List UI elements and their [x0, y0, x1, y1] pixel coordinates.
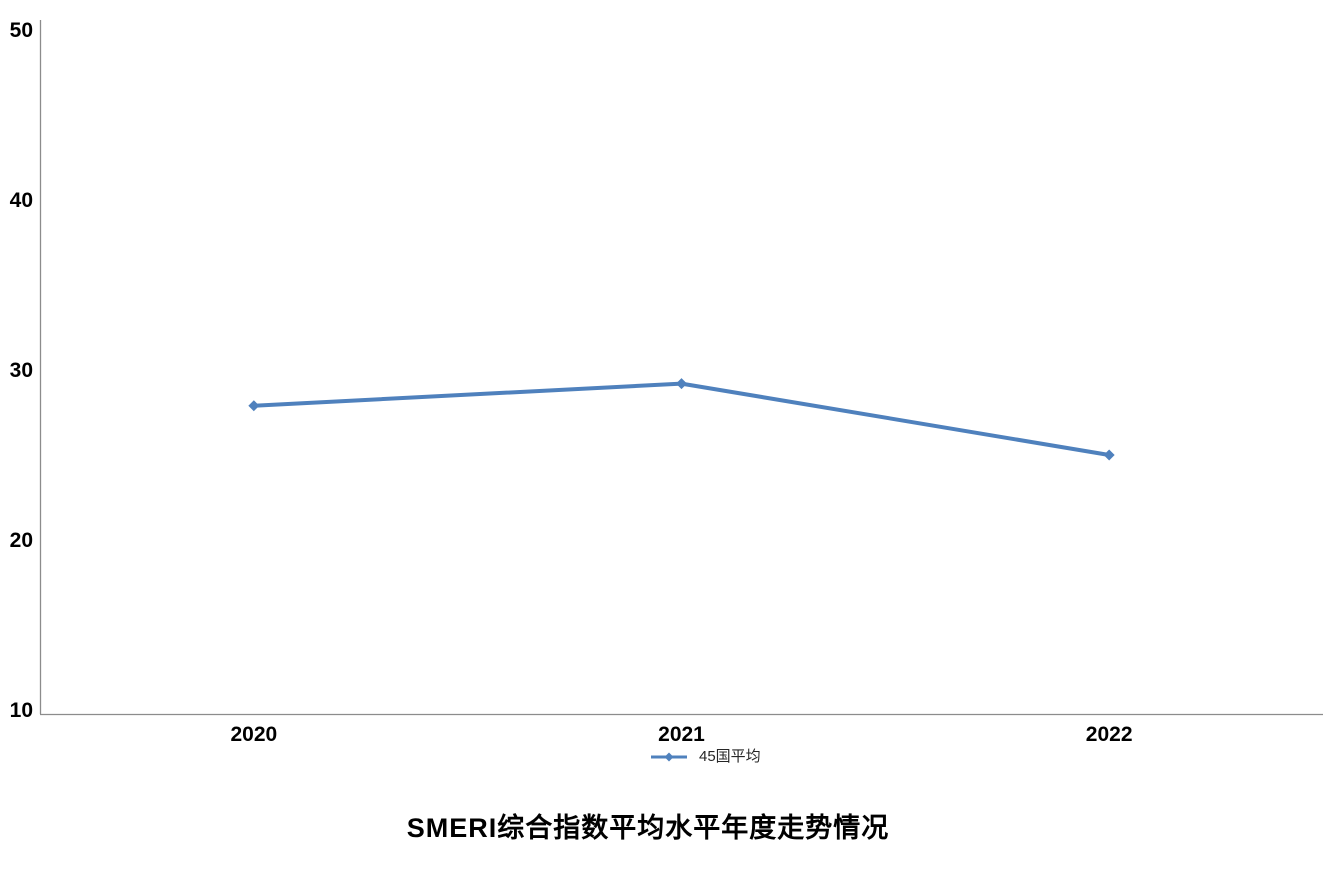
- x-tick-label: 2022: [1086, 723, 1133, 746]
- series-line: [253, 381, 1110, 457]
- data-point-marker: [676, 378, 687, 390]
- data-point-marker: [248, 400, 260, 412]
- y-tick-label: 20: [10, 529, 33, 552]
- x-tick-label: 2020: [230, 723, 277, 746]
- y-tick-label: 10: [10, 699, 33, 722]
- legend-line-marker-icon: [651, 752, 687, 761]
- x-tick-label: 2021: [658, 723, 705, 746]
- legend: 45国平均: [651, 749, 761, 764]
- legend-diamond-marker: [664, 752, 674, 761]
- chart-title: SMERI综合指数平均水平年度走势情况: [406, 813, 890, 843]
- y-tick-label: 30: [10, 359, 33, 382]
- y-tick-label: 40: [10, 189, 33, 212]
- data-point-marker: [1103, 449, 1115, 461]
- legend-label: 45国平均: [699, 748, 761, 765]
- y-tick-label: 50: [10, 19, 33, 42]
